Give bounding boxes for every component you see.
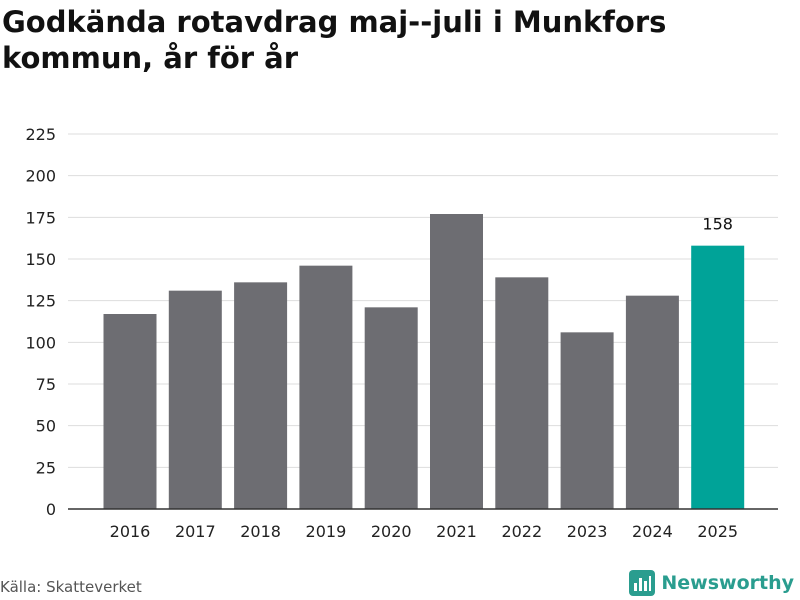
bar-2025	[691, 245, 745, 509]
bars	[103, 214, 745, 509]
y-tick-label: 125	[25, 292, 56, 311]
bar-2023	[560, 332, 614, 509]
y-tick-label: 225	[25, 125, 56, 144]
y-tick-label: 50	[36, 417, 56, 436]
x-tick-label: 2017	[175, 522, 216, 541]
x-tick-label: 2023	[567, 522, 608, 541]
bar-2016	[103, 314, 157, 509]
y-tick-label: 200	[25, 167, 56, 186]
y-tick-label: 75	[36, 375, 56, 394]
bar-2020	[364, 307, 418, 509]
x-tick-label: 2020	[371, 522, 412, 541]
bar-2021	[430, 214, 483, 509]
y-tick-label: 25	[36, 458, 56, 477]
y-tick-label: 100	[25, 333, 56, 352]
x-axis-ticks: 2016 2017 2018 2019 2020 2021 2022 2023 2024 2025	[110, 522, 738, 541]
x-tick-label: 2025	[697, 522, 738, 541]
source-note: Källa: Skatteverket	[0, 578, 142, 596]
x-tick-label: 2019	[306, 522, 347, 541]
y-tick-label: 150	[25, 250, 56, 269]
bar-2019	[299, 265, 353, 509]
x-tick-label: 2024	[632, 522, 673, 541]
bar-2024	[625, 295, 679, 509]
x-tick-label: 2022	[501, 522, 542, 541]
bar-2022	[495, 277, 549, 509]
data-label: 158	[702, 215, 733, 234]
x-tick-label: 2016	[110, 522, 151, 541]
x-tick-label: 2018	[240, 522, 281, 541]
y-tick-label: 175	[25, 208, 56, 227]
bar-2018	[234, 282, 288, 509]
newsworthy-logo-icon	[629, 570, 656, 596]
chart-title: Godkända rotavdrag maj--juli i Munkfors …	[2, 5, 667, 75]
y-axis-ticks: 0 25 50 75 100 125 150 175 200 225	[25, 125, 56, 519]
brand-name: Newsworthy	[661, 572, 794, 594]
bar-2017	[168, 290, 222, 509]
data-labels: 158	[702, 215, 733, 234]
y-tick-label: 0	[46, 500, 56, 519]
brand-logo: Newsworthy	[629, 570, 794, 596]
x-tick-label: 2021	[436, 522, 477, 541]
